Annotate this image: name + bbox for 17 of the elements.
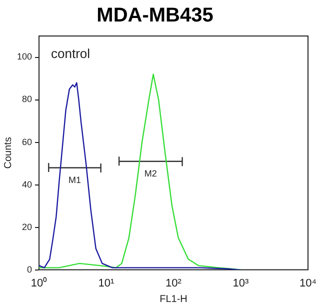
x-tick-label: 10² — [166, 277, 182, 290]
y-tick-label: 100 — [16, 52, 32, 62]
series-label: M2 — [144, 168, 157, 179]
y-tick-label: 60 — [22, 136, 32, 147]
y-tick-label: 80 — [22, 94, 32, 104]
x-tick-label: 10¹ — [98, 277, 115, 290]
x-tick-label: 10⁴ — [300, 277, 317, 290]
x-tick-label: 10⁰ — [30, 276, 48, 290]
x-axis-title: FL1-H — [160, 294, 188, 305]
chart-title: MDA-MB435 — [96, 4, 214, 27]
y-tick-label: 20 — [22, 222, 32, 232]
series-label: M1 — [68, 175, 81, 186]
x-tick-label: 10³ — [232, 277, 250, 290]
annotation: control — [51, 46, 90, 62]
y-tick-label: 40 — [22, 179, 32, 190]
y-tick-label: 0 — [27, 264, 32, 274]
y-axis-title: Counts — [2, 137, 14, 169]
